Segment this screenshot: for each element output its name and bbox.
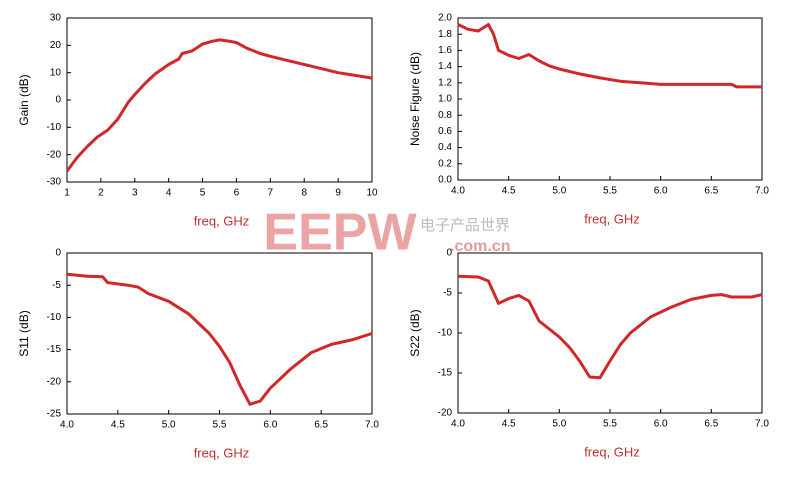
y-tick-label: 1.8 [438, 29, 452, 40]
y-tick-label: -15 [438, 368, 453, 379]
x-tick-label: 6.0 [263, 420, 277, 431]
x-tick-label: 6.0 [654, 186, 668, 197]
x-tick-label: 10 [366, 188, 378, 199]
x-tick-label: 5.5 [603, 419, 617, 430]
x-tick-label: 8 [301, 188, 307, 199]
data-line [457, 274, 763, 380]
x-tick-label: 5.0 [552, 186, 566, 197]
y-tick-label: 1.2 [438, 77, 452, 88]
x-tick-label: 4.5 [111, 420, 125, 431]
x-tick-label: 5.0 [552, 419, 566, 430]
data-line [457, 23, 762, 89]
x-tick-label: 5.5 [603, 186, 617, 197]
x-tick-label: 4 [166, 188, 172, 199]
y-tick-label: -30 [47, 177, 62, 188]
y-tick-label: 0 [446, 248, 452, 259]
watermark-text: 电子产品世界 [420, 217, 510, 234]
data-line [66, 272, 373, 406]
x-tick-label: 6 [234, 188, 240, 199]
y-tick-label: -5 [443, 288, 452, 299]
x-tick-label: 4.5 [502, 186, 516, 197]
y-tick-label: -15 [47, 344, 62, 355]
x-tick-label: 6.5 [314, 420, 328, 431]
y-tick-label: 1.4 [438, 61, 452, 72]
x-tick-label: 7.0 [755, 419, 769, 430]
y-tick-label: -20 [47, 376, 62, 387]
plot-frame [66, 252, 373, 415]
y-tick-label: 0.8 [438, 110, 452, 121]
y-tick-label: 0 [55, 248, 61, 259]
x-tick-label: 5 [200, 188, 206, 199]
plot-frame [457, 252, 763, 414]
x-tick-label: 7.0 [365, 420, 379, 431]
x-axis-label: freq, GHz [584, 211, 640, 226]
x-tick-label: 3 [132, 188, 138, 199]
y-axis-label: S22 (dB) [408, 309, 422, 356]
y-tick-label: -10 [47, 312, 62, 323]
x-tick-label: 5.5 [213, 420, 227, 431]
x-tick-label: 5.0 [162, 420, 176, 431]
y-tick-label: 0.4 [438, 142, 452, 153]
x-axis-label: freq, GHz [584, 444, 640, 459]
x-tick-label: 4.5 [502, 419, 516, 430]
x-tick-label: 7.0 [755, 186, 769, 197]
x-tick-label: 1 [64, 188, 70, 199]
y-tick-label: -25 [47, 409, 62, 420]
x-tick-label: 7 [268, 188, 274, 199]
y-tick-label: -20 [438, 408, 453, 419]
x-tick-label: 6.5 [704, 186, 718, 197]
y-tick-label: 30 [50, 13, 62, 24]
x-axis-label: freq, GHz [194, 445, 250, 460]
y-tick-label: 1.0 [438, 94, 452, 105]
x-tick-label: 6.5 [704, 419, 718, 430]
y-tick-label: 0.6 [438, 126, 452, 137]
watermark-url: .com.cn [450, 238, 510, 255]
plot-frame [66, 17, 373, 183]
y-axis-label: Gain (dB) [17, 74, 31, 125]
x-tick-label: 6.0 [654, 419, 668, 430]
y-tick-label: -20 [47, 149, 62, 160]
x-tick-label: 4.0 [60, 420, 74, 431]
plot-frame [457, 17, 763, 181]
watermark-logo: EEPW [263, 204, 417, 262]
data-line [65, 38, 373, 172]
y-tick-label: 10 [50, 67, 62, 78]
y-tick-label: 20 [50, 40, 62, 51]
y-tick-label: -10 [47, 122, 62, 133]
y-tick-label: -5 [52, 280, 61, 291]
x-axis-label: freq, GHz [194, 213, 250, 228]
y-tick-label: 1.6 [438, 45, 452, 56]
y-tick-label: 0 [55, 95, 61, 106]
x-tick-label: 9 [335, 188, 341, 199]
y-tick-label: 0.2 [438, 158, 452, 169]
x-tick-label: 2 [98, 188, 104, 199]
x-tick-label: 4.0 [451, 186, 465, 197]
y-tick-label: -10 [438, 328, 453, 339]
y-axis-label: Noise Figure (dB) [408, 52, 422, 146]
y-tick-label: 0.0 [438, 175, 452, 186]
y-axis-label: S11 (dB) [17, 310, 31, 356]
y-tick-label: 2.0 [438, 13, 452, 24]
x-tick-label: 4.0 [451, 419, 465, 430]
